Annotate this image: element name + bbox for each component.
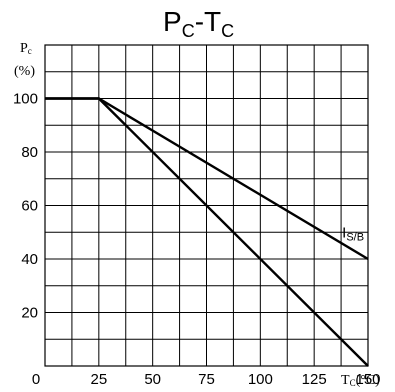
- y-tick-label: 100: [13, 91, 38, 108]
- title-t-sub: C: [221, 21, 234, 41]
- y-tick-labels: 20 40 60 80 100: [13, 91, 38, 322]
- y-axis-label: Pc: [20, 41, 32, 56]
- y-tick-label: 40: [21, 251, 38, 268]
- curve-label-sub: S/B: [346, 231, 364, 243]
- curve-label-main: I: [342, 224, 346, 241]
- y-tick-label: 20: [21, 305, 38, 322]
- x-tick-label: 125: [302, 371, 327, 388]
- plot-frame: [44, 44, 369, 367]
- title-p: P: [163, 6, 182, 37]
- y-label-p: P: [20, 41, 28, 56]
- y-axis-unit: (%): [14, 64, 35, 79]
- x-tick-label: 50: [144, 371, 161, 388]
- x-tick-labels: 0 25 50 75 100 125 150: [32, 371, 381, 388]
- series-layer: [45, 97, 369, 367]
- curve-label-isb: IS/B: [342, 224, 364, 243]
- x-label-unit: (°C): [356, 373, 381, 388]
- title-p-sub: C: [182, 21, 195, 41]
- x-tick-label: 25: [90, 371, 107, 388]
- x-label-t: T: [341, 373, 350, 388]
- x-tick-label: 0: [32, 371, 40, 388]
- title-sep: -T: [195, 6, 221, 37]
- y-tick-label: 80: [21, 144, 38, 161]
- isb-curve: [45, 97, 369, 261]
- x-axis-label: TC(°C): [341, 373, 380, 388]
- chart-title: PC-TC: [163, 6, 234, 41]
- x-tick-label: 100: [248, 371, 273, 388]
- x-label-t-sub: C: [350, 378, 356, 388]
- y-tick-label: 60: [21, 198, 38, 215]
- y-label-p-sub: c: [28, 46, 32, 56]
- x-tick-label: 75: [198, 371, 215, 388]
- grid-lines: [45, 45, 368, 366]
- x-tick-label: 150: [355, 371, 380, 388]
